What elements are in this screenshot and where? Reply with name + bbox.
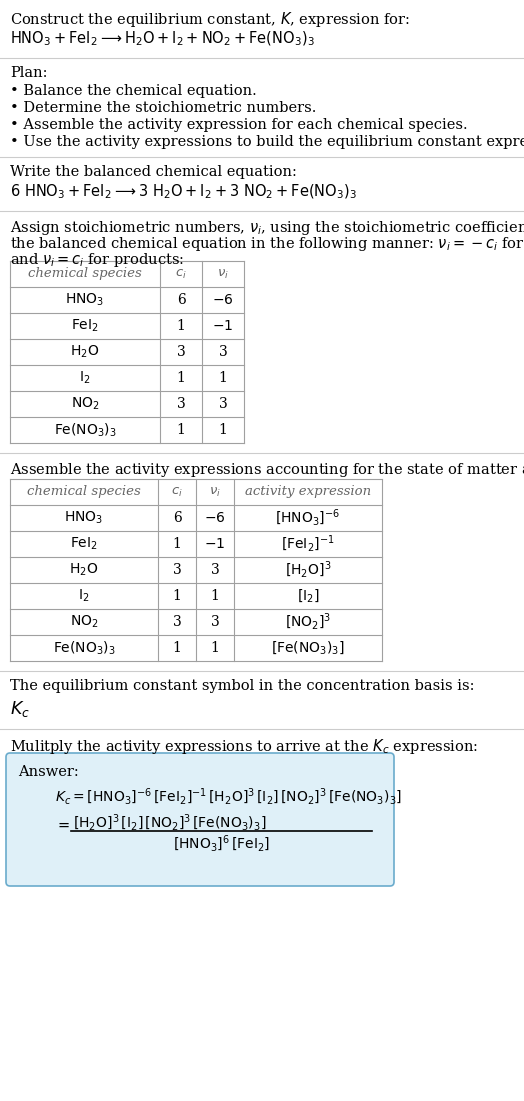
Text: $\mathrm{FeI_2}$: $\mathrm{FeI_2}$ [71,318,99,335]
Text: Assemble the activity expressions accounting for the state of matter and $\nu_i$: Assemble the activity expressions accoun… [10,461,524,479]
Text: $-1$: $-1$ [204,537,226,550]
Text: 1: 1 [177,371,185,385]
Text: 3: 3 [219,397,227,411]
Text: $\mathrm{NO_2}$: $\mathrm{NO_2}$ [70,613,99,630]
Text: Plan:: Plan: [10,66,48,80]
Text: $[\mathrm{H_2O}]^3\,[\mathrm{I_2}]\,[\mathrm{NO_2}]^3\,[\mathrm{Fe(NO_3)_3}]$: $[\mathrm{H_2O}]^3\,[\mathrm{I_2}]\,[\ma… [73,813,266,833]
Text: $[\mathrm{I_2}]$: $[\mathrm{I_2}]$ [297,588,319,604]
Text: 3: 3 [172,615,181,629]
Text: $\mathrm{H_2O}$: $\mathrm{H_2O}$ [69,562,99,578]
Text: $[\mathrm{FeI_2}]^{-1}$: $[\mathrm{FeI_2}]^{-1}$ [281,534,335,554]
Text: $\nu_i$: $\nu_i$ [209,486,221,499]
Text: the balanced chemical equation in the following manner: $\nu_i = -c_i$ for react: the balanced chemical equation in the fo… [10,235,524,253]
Text: $\nu_i$: $\nu_i$ [217,268,229,281]
Text: $\mathrm{HNO_3}$: $\mathrm{HNO_3}$ [64,510,104,526]
Text: $-6$: $-6$ [204,511,226,525]
Text: 1: 1 [219,371,227,385]
Text: $K_c = [\mathrm{HNO_3}]^{-6}\,[\mathrm{FeI_2}]^{-1}\,[\mathrm{H_2O}]^3\,[\mathrm: $K_c = [\mathrm{HNO_3}]^{-6}\,[\mathrm{F… [55,787,402,807]
Text: $\mathrm{Fe(NO_3)_3}$: $\mathrm{Fe(NO_3)_3}$ [52,640,115,656]
Text: • Determine the stoichiometric numbers.: • Determine the stoichiometric numbers. [10,101,316,115]
Text: 3: 3 [177,397,185,411]
Text: $[\mathrm{NO_2}]^3$: $[\mathrm{NO_2}]^3$ [285,612,331,632]
Text: • Assemble the activity expression for each chemical species.: • Assemble the activity expression for e… [10,118,467,132]
Text: $\mathrm{FeI_2}$: $\mathrm{FeI_2}$ [70,536,98,553]
Text: $\mathrm{I_2}$: $\mathrm{I_2}$ [79,370,91,386]
Text: $[\mathrm{HNO_3}]^{-6}$: $[\mathrm{HNO_3}]^{-6}$ [276,508,341,528]
Text: Construct the equilibrium constant, $K$, expression for:: Construct the equilibrium constant, $K$,… [10,10,410,29]
Text: Assign stoichiometric numbers, $\nu_i$, using the stoichiometric coefficients, $: Assign stoichiometric numbers, $\nu_i$, … [10,219,524,237]
Text: 1: 1 [172,641,181,655]
Text: $[\mathrm{Fe(NO_3)_3}]$: $[\mathrm{Fe(NO_3)_3}]$ [271,640,345,656]
Text: $-6$: $-6$ [212,293,234,307]
Text: 1: 1 [172,537,181,550]
Text: 1: 1 [219,423,227,437]
Text: $[\mathrm{H_2O}]^3$: $[\mathrm{H_2O}]^3$ [285,559,331,580]
Text: $\mathrm{NO_2}$: $\mathrm{NO_2}$ [71,395,100,412]
Text: 6: 6 [172,511,181,525]
Text: $\mathrm{Fe(NO_3)_3}$: $\mathrm{Fe(NO_3)_3}$ [53,422,116,438]
Text: $c_i$: $c_i$ [171,486,183,499]
Text: 3: 3 [211,615,220,629]
Text: Write the balanced chemical equation:: Write the balanced chemical equation: [10,165,297,179]
Text: 1: 1 [177,319,185,333]
Text: chemical species: chemical species [27,486,141,499]
Text: The equilibrium constant symbol in the concentration basis is:: The equilibrium constant symbol in the c… [10,679,475,693]
Text: $\mathrm{HNO_3 + FeI_2 \longrightarrow H_2O + I_2 + NO_2 + Fe(NO_3)_3}$: $\mathrm{HNO_3 + FeI_2 \longrightarrow H… [10,30,315,48]
Text: 3: 3 [219,345,227,359]
Text: 1: 1 [211,589,220,603]
Text: $\mathrm{I_2}$: $\mathrm{I_2}$ [78,588,90,604]
Text: $[\mathrm{HNO_3}]^6\,[\mathrm{FeI_2}]$: $[\mathrm{HNO_3}]^6\,[\mathrm{FeI_2}]$ [173,833,270,854]
Text: $K_c$: $K_c$ [10,699,30,719]
Text: $-1$: $-1$ [212,319,234,333]
Text: Mulitply the activity expressions to arrive at the $K_c$ expression:: Mulitply the activity expressions to arr… [10,737,478,756]
Text: 1: 1 [172,589,181,603]
Text: $\mathrm{6\ HNO_3 + FeI_2 \longrightarrow 3\ H_2O + I_2 + 3\ NO_2 + Fe(NO_3)_3}$: $\mathrm{6\ HNO_3 + FeI_2 \longrightarro… [10,183,357,201]
Text: $\mathrm{HNO_3}$: $\mathrm{HNO_3}$ [66,292,105,308]
Text: $c_i$: $c_i$ [175,268,187,281]
Text: 3: 3 [172,563,181,577]
Text: • Balance the chemical equation.: • Balance the chemical equation. [10,84,257,98]
Text: 3: 3 [177,345,185,359]
Text: $=$: $=$ [55,818,70,832]
Text: 1: 1 [177,423,185,437]
Text: • Use the activity expressions to build the equilibrium constant expression.: • Use the activity expressions to build … [10,135,524,149]
Text: 3: 3 [211,563,220,577]
Text: chemical species: chemical species [28,268,142,281]
FancyBboxPatch shape [6,753,394,886]
Text: 6: 6 [177,293,185,307]
Text: Answer:: Answer: [18,765,79,780]
Text: and $\nu_i = c_i$ for products:: and $\nu_i = c_i$ for products: [10,251,184,269]
Text: 1: 1 [211,641,220,655]
Text: activity expression: activity expression [245,486,371,499]
Text: $\mathrm{H_2O}$: $\mathrm{H_2O}$ [70,344,100,360]
